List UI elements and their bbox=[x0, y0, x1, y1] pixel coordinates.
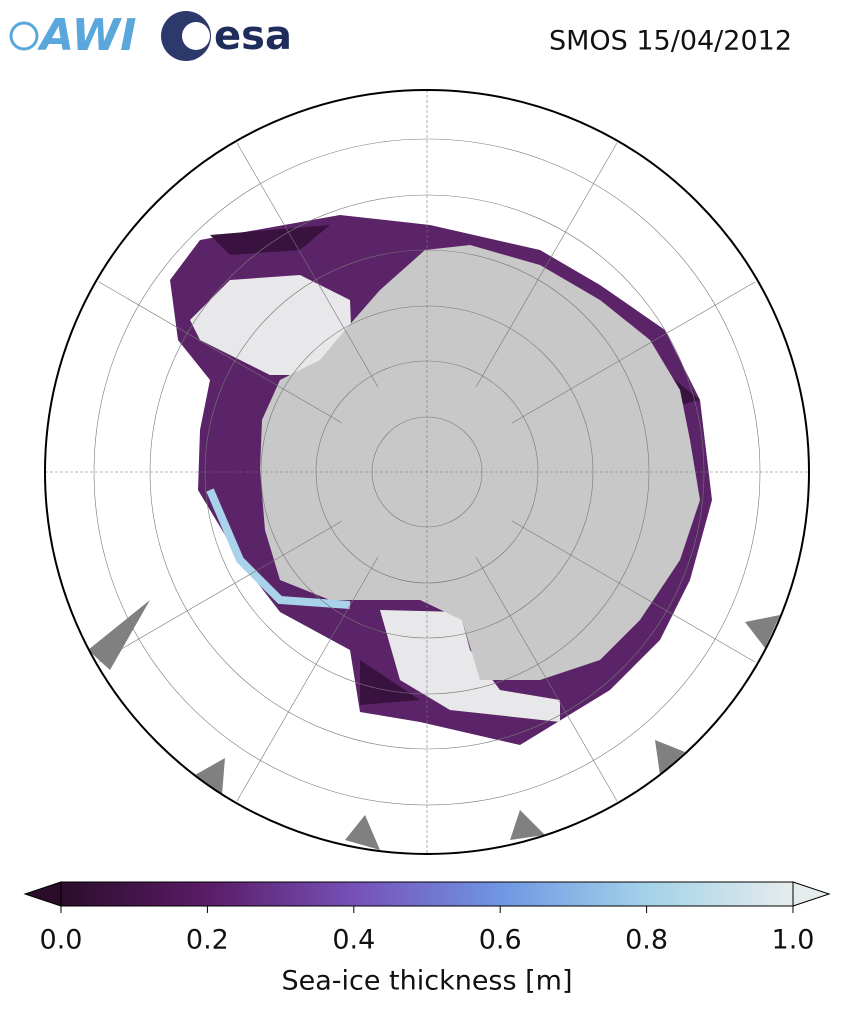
colorbar-label: Sea-ice thickness [m] bbox=[281, 966, 572, 997]
awi-logo: AWI bbox=[9, 10, 137, 61]
colorbar-tick-label: 0.4 bbox=[332, 925, 375, 956]
coastal-ice bbox=[206, 488, 351, 609]
colorbar-extend-high bbox=[792, 881, 831, 907]
esa-logo: esa bbox=[161, 11, 292, 61]
colorbar-tick-label: 0.8 bbox=[625, 925, 668, 956]
map-frame bbox=[44, 89, 810, 855]
weddell-thick-ice bbox=[190, 275, 352, 375]
logo-text: esa bbox=[214, 13, 292, 59]
colorbar-tick-label: 0.0 bbox=[40, 925, 83, 956]
colorbar-ramp bbox=[60, 881, 794, 907]
map bbox=[45, 90, 809, 854]
graticule bbox=[45, 90, 809, 854]
colorbar-tick-label: 0.2 bbox=[186, 925, 229, 956]
colorbar-tick-label: 0.6 bbox=[479, 925, 522, 956]
colorbar-tick-label: 1.0 bbox=[772, 925, 815, 956]
colorbar bbox=[23, 881, 831, 913]
colorbar-extend-low bbox=[23, 881, 62, 907]
logo-text: AWI bbox=[37, 10, 137, 61]
map-title: SMOS 15/04/2012 bbox=[549, 26, 792, 57]
